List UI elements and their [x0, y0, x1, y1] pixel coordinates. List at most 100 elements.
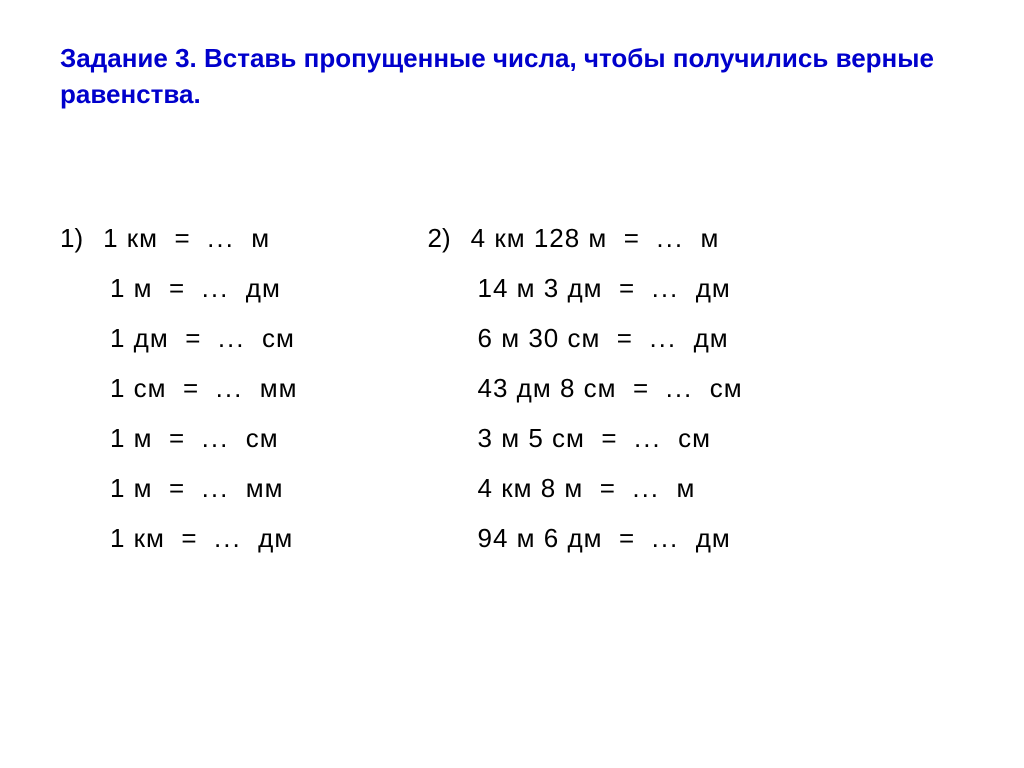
- eq-space: [201, 323, 217, 354]
- eq-space: [616, 473, 632, 504]
- eq-blank: ...: [666, 373, 694, 404]
- eq-space: [649, 373, 665, 404]
- eq-space: [693, 373, 709, 404]
- eq-blank: ...: [202, 423, 230, 454]
- column-2: 2) 4 км 128 м = ... м 14 м 3 дм = ... дм…: [428, 223, 743, 554]
- eq-left: 1 м: [110, 423, 153, 454]
- equation: 6 м 30 см = ... дм: [428, 323, 743, 354]
- eq-unit: см: [710, 373, 743, 404]
- eq-blank: ...: [652, 273, 680, 304]
- eq-blank: ...: [634, 423, 662, 454]
- eq-space: [185, 273, 201, 304]
- eq-space: [662, 423, 678, 454]
- equation: 1 м = ... см: [60, 423, 298, 454]
- eq-left: 1 дм: [110, 323, 169, 354]
- eq-space: [153, 473, 169, 504]
- eq-blank: ...: [216, 373, 244, 404]
- eq-space: [600, 323, 616, 354]
- eq-space: [635, 523, 651, 554]
- eq-space: [617, 373, 633, 404]
- eq-op: =: [185, 323, 201, 354]
- equation: 4 км 8 м = ... м: [428, 473, 743, 504]
- eq-left: 43 дм 8 см: [478, 373, 617, 404]
- eq-space: [153, 423, 169, 454]
- eq-space: [229, 473, 245, 504]
- eq-unit: см: [678, 423, 711, 454]
- eq-blank: ...: [632, 473, 660, 504]
- equation: 43 дм 8 см = ... см: [428, 373, 743, 404]
- eq-unit: м: [701, 223, 720, 254]
- eq-space: [684, 223, 700, 254]
- eq-space: [583, 473, 599, 504]
- eq-space: [229, 273, 245, 304]
- eq-unit: мм: [260, 373, 298, 404]
- eq-space: [635, 273, 651, 304]
- eq-op: =: [619, 523, 635, 554]
- eq-unit: мм: [246, 473, 284, 504]
- eq-space: [199, 373, 215, 404]
- eq-left: 1 м: [110, 273, 153, 304]
- eq-space: [660, 473, 676, 504]
- eq-left: 3 м 5 см: [478, 423, 585, 454]
- eq-space: [243, 373, 259, 404]
- eq-left: 14 м 3 дм: [478, 273, 603, 304]
- eq-left: 1 км: [110, 523, 165, 554]
- eq-left: 1 км: [103, 223, 158, 254]
- equation: 1 км = ... м: [103, 223, 270, 254]
- eq-space: [633, 323, 649, 354]
- eq-op: =: [169, 423, 185, 454]
- eq-space: [242, 523, 258, 554]
- eq-space: [169, 323, 185, 354]
- eq-space: [158, 223, 174, 254]
- eq-blank: ...: [656, 223, 684, 254]
- eq-blank: ...: [652, 523, 680, 554]
- eq-op: =: [617, 323, 633, 354]
- eq-blank: ...: [202, 473, 230, 504]
- eq-left: 4 км 8 м: [478, 473, 584, 504]
- eq-space: [603, 273, 619, 304]
- eq-unit: дм: [258, 523, 293, 554]
- eq-op: =: [181, 523, 197, 554]
- equation: 14 м 3 дм = ... дм: [428, 273, 743, 304]
- eq-op: =: [633, 373, 649, 404]
- equation: 3 м 5 см = ... см: [428, 423, 743, 454]
- eq-space: [640, 223, 656, 254]
- equation: 1 см = ... мм: [60, 373, 298, 404]
- eq-space: [679, 523, 695, 554]
- eq-left: 6 м 30 см: [478, 323, 601, 354]
- eq-left: 1 м: [110, 473, 153, 504]
- eq-unit: см: [262, 323, 295, 354]
- eq-blank: ...: [214, 523, 242, 554]
- eq-unit: м: [676, 473, 695, 504]
- eq-blank: ...: [207, 223, 235, 254]
- eq-unit: см: [246, 423, 279, 454]
- eq-space: [198, 523, 214, 554]
- eq-op: =: [169, 273, 185, 304]
- eq-op: =: [169, 473, 185, 504]
- task-title: Задание 3. Вставь пропущенные числа, что…: [60, 40, 964, 113]
- eq-space: [246, 323, 262, 354]
- equation: 1 м = ... дм: [60, 273, 298, 304]
- eq-space: [153, 273, 169, 304]
- eq-blank: ...: [202, 273, 230, 304]
- eq-unit: дм: [246, 273, 281, 304]
- eq-space: [677, 323, 693, 354]
- eq-op: =: [624, 223, 640, 254]
- eq-space: [679, 273, 695, 304]
- eq-space: [603, 523, 619, 554]
- eq-space: [191, 223, 207, 254]
- eq-space: [607, 223, 623, 254]
- eq-op: =: [619, 273, 635, 304]
- eq-left: 1 см: [110, 373, 167, 404]
- eq-op: =: [175, 223, 191, 254]
- eq-blank: ...: [218, 323, 246, 354]
- eq-unit: дм: [696, 273, 731, 304]
- equation-row: 2) 4 км 128 м = ... м: [428, 223, 743, 254]
- eq-space: [185, 473, 201, 504]
- column-number: 1): [60, 223, 83, 254]
- eq-space: [185, 423, 201, 454]
- eq-space: [618, 423, 634, 454]
- equation-row: 1) 1 км = ... м: [60, 223, 298, 254]
- eq-space: [585, 423, 601, 454]
- eq-space: [235, 223, 251, 254]
